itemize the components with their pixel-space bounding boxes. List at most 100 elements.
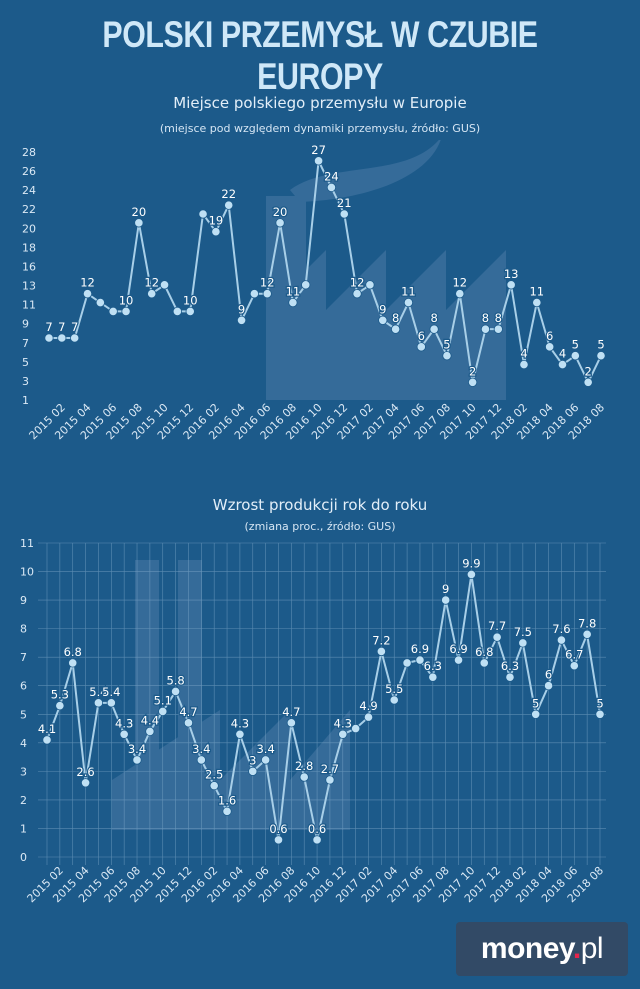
data-point [159,280,170,290]
data-point [275,218,285,228]
data-point [95,297,105,308]
data-point [545,342,555,352]
chart2-subtitle: (zmiana proc., źródło: GUS) [244,520,396,533]
data-point [286,718,296,728]
brand-name: money [480,932,573,965]
y-tick-label: 3 [22,375,29,388]
data-point [378,315,388,325]
data-label: 11 [286,285,301,299]
roof-shape [266,250,506,400]
data-point [299,772,309,782]
y-tick-label: 18 [22,241,36,254]
data-point [391,324,401,334]
data-label: 27 [311,143,326,157]
data-label: 2.6 [76,765,94,779]
data-label: 8 [392,311,399,325]
data-point [248,766,258,776]
data-label: 9 [379,302,386,316]
data-label: 7.7 [488,619,506,633]
data-label: 4.3 [231,716,249,730]
data-point [402,658,412,668]
y-tick-label: 3 [20,765,27,778]
data-label: 7.5 [514,625,532,639]
data-point [363,712,374,722]
data-point [493,324,503,334]
data-point [121,306,131,317]
data-point [145,726,155,736]
data-label: 24 [324,169,339,183]
y-tick-label: 9 [22,318,29,331]
data-label: 7 [71,320,78,334]
series-line [46,574,601,841]
data-label: 12 [452,276,467,290]
data-label: 4.3 [115,716,133,730]
data-label: 20 [132,205,147,219]
data-point [519,359,529,370]
data-label: 5.5 [385,682,403,696]
data-points: 7 7 71210201210192291220112724211298116851… [44,142,606,387]
data-label: 3.4 [256,742,274,756]
y-tick-label: 26 [22,165,36,178]
data-label: 2 [584,364,591,378]
y-tick-label: 11 [20,537,34,550]
data-label: 6.3 [501,659,519,673]
data-point [196,755,206,765]
data-label: 0.6 [269,822,287,836]
data-label: 4.4 [141,713,159,727]
data-label: 7 [45,320,52,334]
data-point [352,289,362,299]
data-point [261,755,271,765]
data-label: 8 [495,311,502,325]
data-label: 12 [80,276,95,290]
brand-logo[interactable]: money.pl [456,922,628,976]
y-tick-label: 1 [20,822,27,835]
data-point [403,297,414,308]
y-axis: 28 26 24 22 20 18 16 13 11 9 7 5 3 1 [22,146,36,407]
data-label: 7.6 [552,622,570,636]
data-point [55,701,65,711]
data-point [455,289,465,299]
y-tick-label: 16 [22,260,36,273]
y-tick-label: 11 [22,299,36,312]
data-point [466,569,476,580]
data-point [44,333,54,343]
data-point [583,377,593,387]
data-label: 12 [350,276,365,290]
data-point [570,351,580,361]
data-point [326,182,337,193]
y-tick-label: 4 [20,737,27,750]
data-point [42,735,52,745]
data-point [312,835,322,845]
data-point [556,635,567,645]
data-label: 9.9 [462,556,480,570]
data-label: 6 [545,668,552,682]
data-label: 5.4 [89,685,107,699]
y-tick-label: 5 [20,708,27,721]
data-point [415,655,425,665]
y-tick-label: 28 [22,146,36,159]
data-label: 5 [596,696,603,710]
data-label: 5.1 [154,693,172,707]
headline: POLSKI PRZEMYSŁ W CZUBIE EUROPY [102,14,538,97]
data-point [442,351,452,361]
data-label: 9 [238,302,245,316]
data-label: 12 [144,276,159,290]
data-point [339,209,349,219]
brand-dot: . [572,932,581,965]
data-point [147,289,157,299]
y-tick-label: 24 [22,184,36,197]
data-point [57,333,67,343]
data-label: 5.3 [51,688,69,702]
data-label: 11 [529,285,544,299]
y-tick-label: 8 [20,623,27,636]
data-point [211,227,221,237]
data-label: 22 [221,187,236,201]
data-label: 2.8 [295,759,313,773]
data-point [301,280,311,290]
data-label: 4.3 [334,716,352,730]
data-label: 7.8 [578,616,596,630]
data-point [532,297,542,308]
data-label: 0.6 [308,822,326,836]
y-tick-label: 7 [20,651,27,664]
